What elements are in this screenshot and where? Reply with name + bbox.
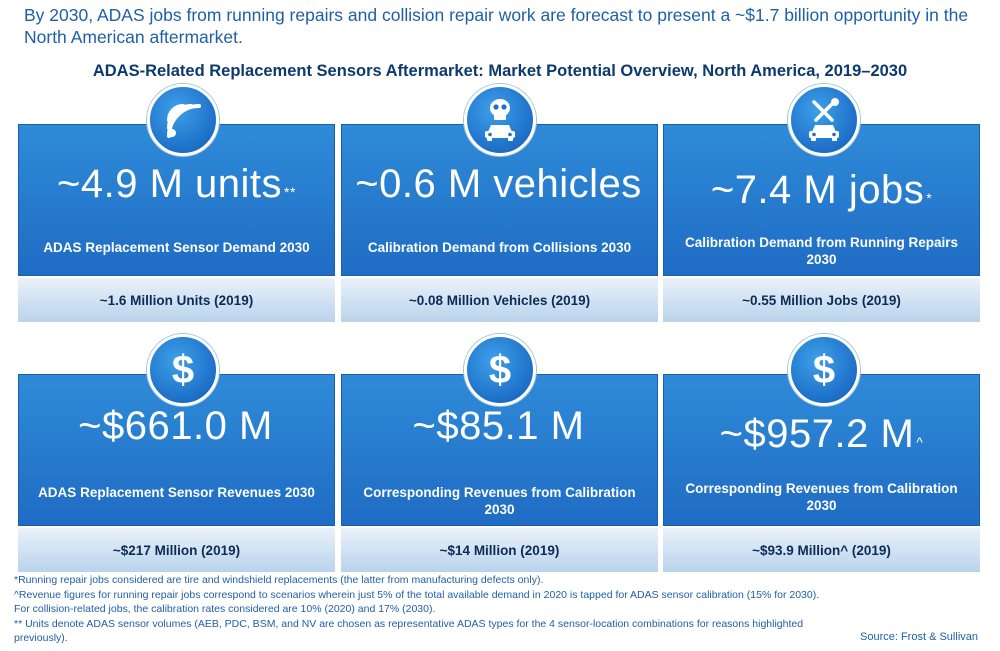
card-label: Calibration Demand from Running Repairs … (684, 235, 959, 267)
footnote-running-repair: *Running repair jobs considered are tire… (14, 574, 544, 586)
card-label: ADAS Replacement Sensor Revenues 2030 (38, 485, 315, 500)
footnote-revenue-scenario: ^Revenue figures for running repair jobs… (14, 588, 820, 616)
card-value: ~$661.0 M (78, 404, 273, 448)
card-value-footnote-mark: ^ (916, 434, 924, 450)
footnote-units: ** Units denote ADAS sensor volumes (AEB… (14, 617, 804, 645)
card-baseline: ~0.55 Million Jobs (2019) (663, 276, 980, 322)
card-baseline: ~1.6 Million Units (2019) (18, 276, 335, 322)
card-running-repair-revenue: ~$957.2 M ^ Corresponding Revenues from C… (663, 374, 980, 572)
card-value-footnote-mark: * (926, 190, 933, 206)
page-title: ADAS-Related Replacement Sensors Afterma… (92, 62, 908, 80)
card-value: ~$85.1 M (412, 404, 585, 448)
card-value: ~4.9 M units (57, 162, 283, 206)
source-credit: Source: Frost & Sullivan (860, 631, 978, 643)
card-value-footnote-mark: ** (284, 184, 296, 200)
card-baseline: ~0.08 Million Vehicles (2019) (341, 276, 658, 322)
card-baseline: ~$93.9 Million^ (2019) (663, 526, 980, 572)
dollar-symbol: $ (488, 348, 512, 392)
card-value: ~7.4 M jobs (710, 168, 925, 212)
card-value: ~$957.2 M (719, 412, 915, 456)
card-value: ~0.6 M vehicles (355, 162, 642, 206)
card-label: Corresponding Revenues from Calibration … (363, 485, 636, 517)
card-label: Calibration Demand from Collisions 2030 (367, 240, 632, 255)
intro-text: By 2030, ADAS jobs from running repairs … (24, 5, 969, 47)
dollar-symbol: $ (171, 348, 195, 392)
dollar-icon: $ (147, 334, 219, 406)
skull-car-icon (464, 84, 536, 156)
card-label: ADAS Replacement Sensor Demand 2030 (43, 240, 310, 255)
dollar-icon: $ (788, 334, 860, 406)
dollar-symbol: $ (812, 348, 836, 392)
wifi-signal-icon (147, 84, 219, 156)
card-label: Corresponding Revenues from Calibration … (685, 481, 958, 513)
card-baseline: ~$14 Million (2019) (341, 526, 658, 572)
footnotes: *Running repair jobs considered are tire… (14, 573, 834, 646)
wrench-screwdriver-car-icon (788, 84, 860, 156)
dollar-icon: $ (464, 334, 536, 406)
card-collision-calibration: ~0.6 M vehicles Calibration Demand from … (341, 124, 658, 322)
card-sensor-revenue: ~$661.0 M ADAS Replacement Sensor Revenu… (18, 374, 335, 572)
card-baseline: ~$217 Million (2019) (18, 526, 335, 572)
